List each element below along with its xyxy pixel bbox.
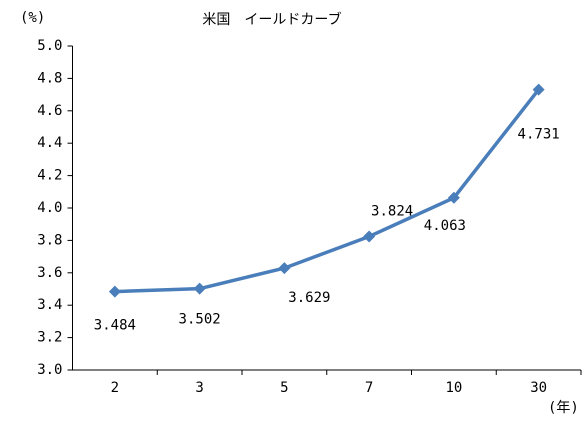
y-tick-label: 4.8 bbox=[37, 70, 62, 86]
y-tick-label: 4.4 bbox=[37, 135, 62, 151]
data-point bbox=[108, 285, 121, 298]
data-label: 3.502 bbox=[179, 312, 221, 328]
data-label: 4.063 bbox=[424, 218, 466, 234]
y-tick-label: 3.6 bbox=[37, 265, 62, 281]
y-tick-label: 3.8 bbox=[37, 232, 62, 248]
y-tick-label: 4.0 bbox=[37, 200, 62, 216]
data-point bbox=[278, 262, 291, 275]
data-label: 3.484 bbox=[94, 318, 136, 334]
chart-title: 米国 イールドカーブ bbox=[202, 11, 341, 28]
x-tick-label: 10 bbox=[445, 380, 462, 396]
x-tick-label: 7 bbox=[365, 380, 373, 396]
x-unit: (年) bbox=[548, 400, 579, 416]
data-point bbox=[193, 282, 206, 295]
y-tick-label: 5.0 bbox=[37, 38, 62, 54]
data-label: 3.824 bbox=[371, 204, 413, 220]
y-tick-label: 3.2 bbox=[37, 330, 62, 346]
x-tick-label: 2 bbox=[111, 380, 119, 396]
x-tick-label: 30 bbox=[530, 380, 547, 396]
series-line bbox=[114, 88, 541, 294]
x-tick-label: 3 bbox=[195, 380, 203, 396]
data-point bbox=[532, 83, 545, 96]
data-point bbox=[447, 191, 460, 204]
y-tick-label: 3.0 bbox=[37, 362, 62, 378]
y-unit: (%) bbox=[20, 10, 45, 26]
data-label: 4.731 bbox=[518, 127, 560, 143]
x-tick-label: 5 bbox=[280, 380, 288, 396]
data-label: 3.629 bbox=[288, 290, 330, 306]
y-tick-label: 3.4 bbox=[37, 297, 62, 313]
y-tick-label: 4.2 bbox=[37, 168, 62, 184]
data-point bbox=[363, 230, 376, 243]
y-tick-label: 4.6 bbox=[37, 103, 62, 119]
